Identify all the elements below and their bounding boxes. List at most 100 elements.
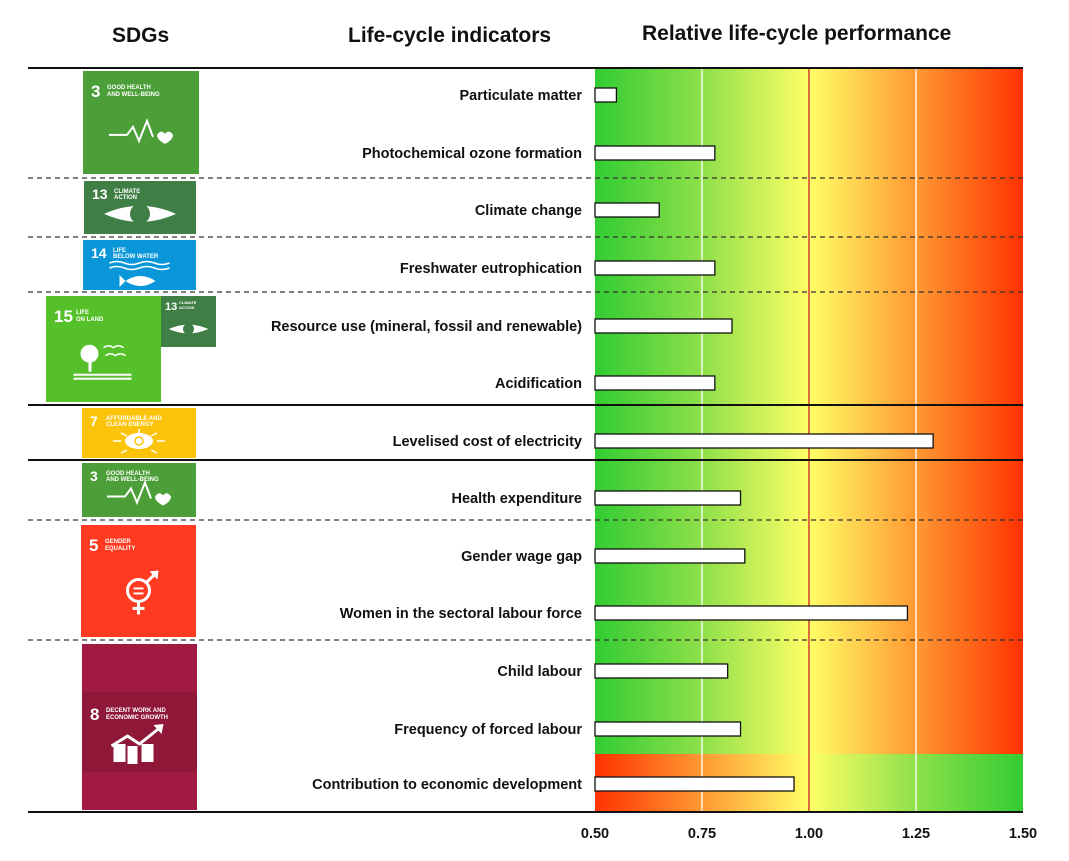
x-tick-label: 0.50	[581, 826, 609, 842]
tree-birds-icon	[73, 344, 132, 380]
indicator-label: Frequency of forced labour	[394, 722, 582, 738]
bar-1	[594, 87, 618, 103]
sdg-tile-background	[81, 525, 196, 637]
fish-waves-icon	[109, 260, 170, 287]
sdg-number: 8	[90, 705, 99, 724]
eye-globe-icon	[104, 203, 176, 224]
indicator-label: Resource use (mineral, fossil and renewa…	[271, 319, 582, 335]
x-tick-label: 1.00	[795, 826, 823, 842]
globe-shape	[130, 203, 150, 224]
heartbeat-icon	[109, 118, 173, 144]
sdgs-header: SDGs	[112, 24, 170, 47]
bar-2	[594, 145, 716, 161]
sdg-title: GENDER	[105, 539, 131, 545]
bar-8	[594, 490, 742, 506]
sun-body	[125, 433, 153, 449]
globe-shape	[183, 323, 194, 335]
bar-12	[594, 721, 742, 737]
bar-10	[594, 605, 909, 621]
heart-shape	[155, 493, 171, 506]
sdg-tile-background	[83, 71, 199, 174]
equals-bar	[133, 592, 144, 595]
heartbeat-line	[107, 479, 152, 506]
eye-globe-icon	[168, 323, 209, 335]
bar-3	[594, 202, 660, 218]
ground-line	[73, 373, 132, 376]
performance-header: Relative life-cycle performance	[642, 22, 952, 45]
sdg-title: GOOD HEALTH	[107, 85, 151, 91]
equals-bar	[133, 587, 144, 590]
sdg-number: 14	[91, 245, 107, 261]
sdg-tile-background	[46, 296, 161, 402]
sdg-title: CLIMATE	[179, 300, 197, 305]
x-tick-label: 1.50	[1009, 826, 1037, 842]
sdg-number: 13	[92, 186, 108, 202]
sdg-title: AFFORDABLE AND	[106, 416, 162, 422]
sdg-title: ACTION	[114, 195, 137, 201]
indicator-label: Freshwater eutrophication	[400, 261, 582, 277]
bar-13	[594, 776, 795, 792]
sdg-title: LIFE	[113, 248, 126, 254]
sdg-title: GOOD HEALTH	[106, 471, 150, 477]
sdg-number: 13	[165, 301, 177, 313]
x-tick-label: 1.25	[902, 826, 930, 842]
heartbeat-line	[109, 118, 154, 144]
growth-bar	[127, 746, 138, 764]
power-symbol	[134, 436, 144, 446]
heart-shape	[157, 131, 173, 144]
sdg-tile-band	[82, 692, 197, 772]
sdg-title: ON LAND	[76, 317, 104, 323]
wave	[109, 265, 170, 271]
growth-chart-icon	[110, 724, 164, 764]
heartbeat-icon	[107, 479, 171, 506]
bar-5	[594, 318, 733, 334]
bar-11	[594, 663, 729, 679]
sun-power-icon	[113, 429, 165, 454]
sdg-title: ACTION	[179, 305, 194, 310]
growth-arrow-head	[153, 724, 164, 734]
indicator-label: Gender wage gap	[461, 549, 582, 565]
sdg-number: 7	[90, 413, 98, 429]
male-arrow-head	[149, 570, 159, 580]
indicator-label: Women in the sectoral labour force	[340, 606, 582, 622]
sdg-title: BELOW WATER	[113, 254, 159, 260]
sdg-tile-background	[161, 296, 216, 347]
bar-9	[594, 548, 746, 564]
ground-line	[73, 377, 132, 380]
sun-ray	[150, 449, 158, 454]
indicator-label: Photochemical ozone formation	[362, 146, 582, 162]
indicators-header: Life-cycle indicators	[348, 24, 552, 47]
sdg-title: CLIMATE	[114, 189, 140, 195]
sdg-title: EQUALITY	[105, 546, 135, 552]
indicator-label: Acidification	[495, 376, 582, 392]
growth-bar	[113, 744, 126, 762]
indicator-label: Contribution to economic development	[312, 777, 582, 793]
sdg-tile-background	[82, 463, 196, 517]
sdg-number: 15	[54, 307, 73, 326]
sdg-number: 5	[89, 536, 98, 555]
birds	[103, 344, 126, 357]
growth-bar	[141, 744, 154, 762]
indicator-label: Particulate matter	[460, 88, 583, 104]
sun-ray	[120, 432, 128, 437]
sdg-title: ECONOMIC GROWTH	[106, 715, 168, 721]
x-tick-label: 0.75	[688, 826, 716, 842]
sun-ray	[120, 449, 128, 454]
fish-shape	[119, 275, 156, 287]
indicator-label: Child labour	[497, 664, 582, 680]
sdg-title: LIFE	[76, 310, 89, 316]
growth-line	[110, 726, 161, 748]
sdg-number: 3	[91, 82, 100, 101]
tree-trunk	[88, 361, 92, 372]
sdg-title: AND WELL-BEING	[107, 92, 160, 98]
